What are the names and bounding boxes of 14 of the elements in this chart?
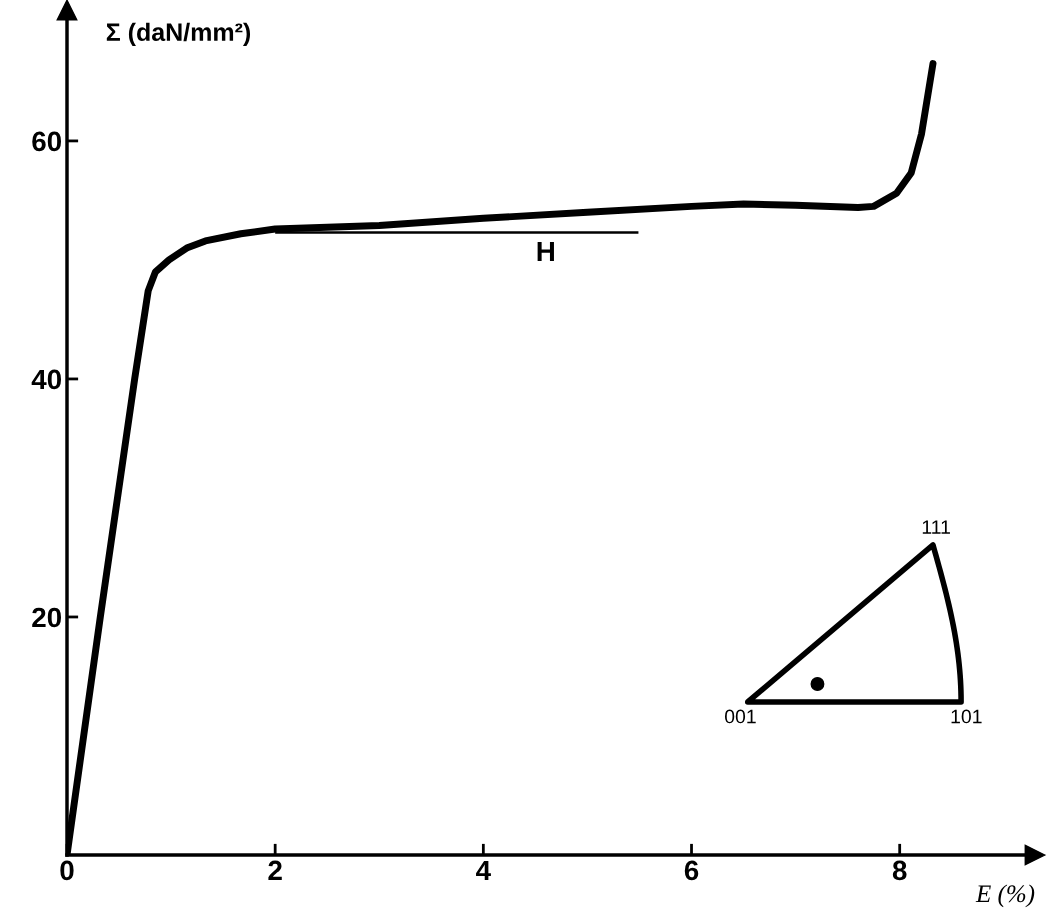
annotation: 001 (724, 709, 756, 724)
x-tick-label: 8 (892, 860, 907, 881)
y-tick-label: 60 (32, 131, 61, 152)
x-axis-title: E (%) (975, 884, 1035, 908)
x-tick-label: 6 (684, 860, 699, 881)
y-axis-title: Σ (daN/mm²) (106, 22, 251, 46)
ref-line-label: H (537, 241, 554, 262)
x-tick-label: 0 (60, 860, 74, 881)
y-tick-label: 40 (31, 369, 61, 390)
y-tick-label: 20 (32, 607, 61, 628)
annotation: 111 (922, 520, 950, 534)
annotation: 101 (951, 709, 982, 724)
x-tick-label: 4 (476, 860, 491, 880)
x-tick-label: 2 (268, 860, 282, 880)
